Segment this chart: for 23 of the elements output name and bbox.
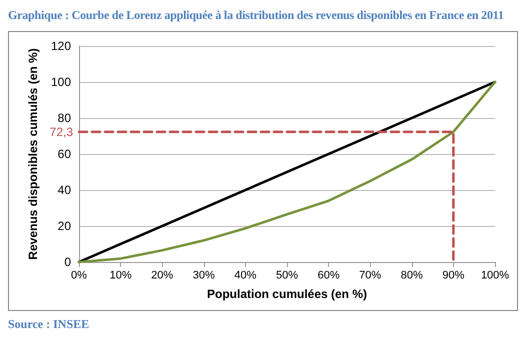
- x-tick-label: 50%: [276, 270, 298, 282]
- x-tick-label: 60%: [318, 270, 340, 282]
- x-tick-label: 10%: [110, 270, 132, 282]
- y-tick-label: 100: [50, 75, 72, 89]
- x-tick-label: 70%: [359, 270, 382, 282]
- x-tick-label: 30%: [192, 270, 216, 282]
- x-tick-label: 80%: [400, 270, 424, 282]
- x-tick-label: 40%: [234, 270, 257, 282]
- y-axis-title: Revenus disponibles cumulés (en %): [26, 48, 40, 260]
- y-tick-label: 80: [58, 111, 72, 125]
- x-tick-label: 0%: [71, 270, 88, 282]
- x-tick-label: 100%: [480, 270, 510, 282]
- y-tick-label: 120: [50, 39, 72, 53]
- chart-title: Graphique : Courbe de Lorenz appliquée à la distribution des revenus disponibles en France en 2011: [8, 8, 505, 23]
- y-tick-label: 0: [64, 255, 72, 269]
- x-tick-label: 90%: [442, 270, 465, 282]
- annotation: 72,3: [50, 124, 74, 139]
- x-tick-label: 20%: [151, 270, 174, 282]
- y-tick-label: 40: [58, 183, 72, 197]
- y-tick-label: 60: [58, 147, 72, 161]
- y-tick-label: 20: [58, 219, 72, 233]
- source-note: Source : INSEE: [8, 317, 90, 332]
- x-axis-title: Population cumulées (en %): [206, 287, 368, 301]
